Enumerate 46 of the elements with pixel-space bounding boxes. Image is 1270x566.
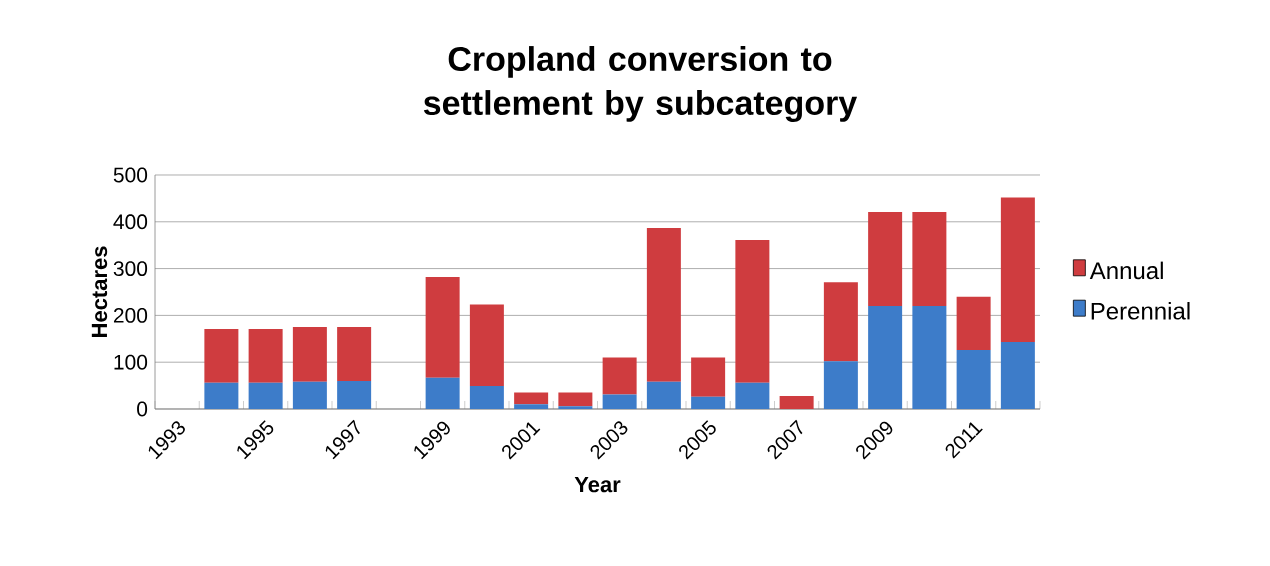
y-tick-label: 100 — [114, 354, 148, 370]
bar — [646, 227, 681, 382]
bar — [204, 328, 239, 383]
bar — [1000, 197, 1035, 343]
bar — [691, 357, 726, 397]
bar — [337, 327, 372, 381]
y-tick-label: 500 — [113, 167, 148, 183]
legend-label: Perennial — [1091, 302, 1190, 320]
bar — [337, 380, 372, 409]
bar — [558, 406, 593, 409]
bar — [691, 396, 726, 409]
y-tick-label: 300 — [113, 261, 148, 277]
bar — [823, 361, 858, 409]
bar — [469, 386, 504, 409]
bar — [425, 377, 460, 409]
bar — [646, 381, 681, 409]
bar — [514, 392, 549, 405]
bar — [558, 392, 593, 407]
bar — [204, 382, 239, 409]
y-tick-label: 0 — [137, 401, 148, 417]
bar — [868, 211, 903, 307]
bar — [956, 350, 991, 409]
bar — [248, 328, 283, 383]
y-tick-label: 200 — [113, 307, 148, 323]
bar — [868, 306, 903, 409]
chart-title: Cropland conversion to settlement by subcategory — [423, 46, 858, 122]
bar — [956, 296, 991, 351]
x-axis-title: Year — [574, 476, 621, 493]
bar — [469, 304, 504, 387]
bar — [735, 382, 770, 409]
bar — [912, 306, 947, 409]
bar — [1000, 342, 1035, 409]
bar — [514, 404, 549, 409]
y-axis-title: Hectares — [91, 246, 108, 337]
bar — [292, 327, 327, 382]
bar — [425, 277, 460, 378]
bar — [248, 382, 283, 409]
bar — [735, 240, 770, 383]
legend-label: Annual — [1089, 261, 1163, 280]
bar — [602, 394, 637, 409]
bar — [602, 357, 637, 395]
bar — [912, 211, 947, 307]
bar — [779, 395, 814, 409]
bar — [823, 282, 858, 362]
bar — [292, 381, 327, 409]
y-tick-label: 400 — [113, 214, 148, 230]
